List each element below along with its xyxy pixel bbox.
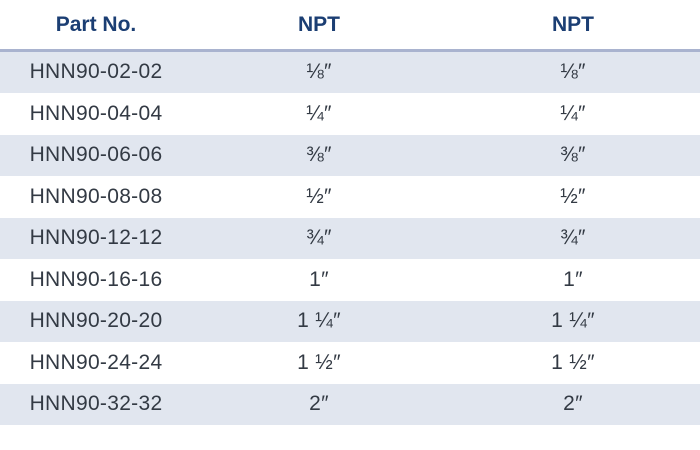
table-row: HNN90-12-12 ¾″ ¾″ [0, 218, 700, 260]
cell-part-no: HNN90-06-06 [29, 143, 163, 167]
table-row: HNN90-02-02 ⅛″ ⅛″ [0, 52, 700, 94]
cell-part-no: HNN90-20-20 [29, 309, 163, 333]
cell-npt-2: 1″ [563, 267, 583, 291]
cell-npt-1: 2″ [309, 392, 329, 416]
cell-part-no: HNN90-24-24 [29, 350, 163, 374]
table-row: HNN90-32-32 2″ 2″ [0, 384, 700, 426]
cell-npt-2: ⅛″ [560, 60, 586, 84]
cell-npt-1: ½″ [306, 184, 332, 208]
cell-npt-2: ⅜″ [560, 143, 586, 167]
table-body: HNN90-02-02 ⅛″ ⅛″ HNN90-04-04 ¼″ ¼″ HNN9… [0, 52, 700, 426]
cell-npt-2: 2″ [563, 392, 583, 416]
cell-npt-2: ½″ [560, 184, 586, 208]
cell-npt-1: 1″ [309, 267, 329, 291]
table-header-row: Part No. NPT NPT [0, 0, 700, 52]
cell-part-no: HNN90-08-08 [29, 184, 163, 208]
cell-npt-2: ¾″ [560, 226, 586, 250]
table-row: HNN90-08-08 ½″ ½″ [0, 176, 700, 218]
table-row: HNN90-16-16 1″ 1″ [0, 259, 700, 301]
header-part-no: Part No. [55, 12, 137, 36]
cell-npt-2: 1 ¼″ [551, 309, 595, 333]
table-row: HNN90-04-04 ¼″ ¼″ [0, 93, 700, 135]
cell-npt-1: ⅛″ [306, 60, 332, 84]
cell-npt-1: ⅜″ [306, 143, 332, 167]
table-row: HNN90-06-06 ⅜″ ⅜″ [0, 135, 700, 177]
cell-part-no: HNN90-02-02 [29, 60, 163, 84]
cell-part-no: HNN90-12-12 [29, 226, 163, 250]
cell-npt-2: ¼″ [560, 101, 586, 125]
table-row: HNN90-20-20 1 ¼″ 1 ¼″ [0, 301, 700, 343]
header-npt-1: NPT [298, 12, 340, 36]
cell-npt-1: ¼″ [306, 101, 332, 125]
header-npt-2: NPT [552, 12, 594, 36]
cell-npt-1: ¾″ [306, 226, 332, 250]
cell-part-no: HNN90-32-32 [29, 392, 163, 416]
cell-npt-1: 1 ¼″ [297, 309, 341, 333]
cell-part-no: HNN90-04-04 [29, 101, 163, 125]
cell-npt-2: 1 ½″ [551, 350, 595, 374]
table-row: HNN90-24-24 1 ½″ 1 ½″ [0, 342, 700, 384]
cell-npt-1: 1 ½″ [297, 350, 341, 374]
cell-part-no: HNN90-16-16 [29, 267, 163, 291]
